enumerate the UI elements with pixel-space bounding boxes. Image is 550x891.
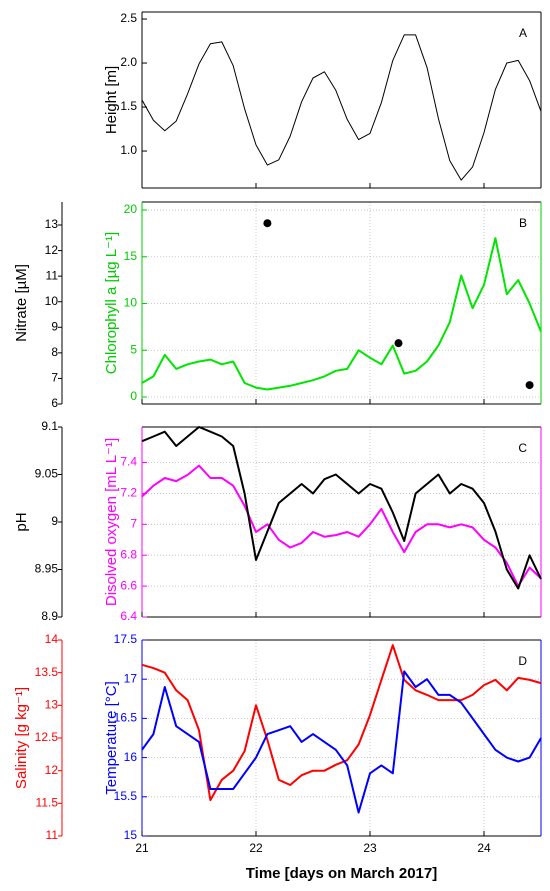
y2-tick-label: 10 bbox=[45, 294, 59, 308]
data-line bbox=[141, 34, 542, 181]
y-axis-label: Temperature [°C] bbox=[103, 681, 120, 795]
y2-tick-label: 14 bbox=[45, 632, 59, 646]
y-tick-label: 17 bbox=[124, 671, 138, 685]
y2-tick-label: 12 bbox=[45, 763, 59, 777]
y-axis-label: Disolved oxygen [mL L⁻¹] bbox=[103, 438, 120, 606]
y-tick-label: 16 bbox=[124, 750, 138, 764]
y-axis-label: Height [m] bbox=[103, 66, 120, 134]
y2-tick-label: 11.5 bbox=[36, 796, 59, 810]
y2-tick-label: 8 bbox=[51, 345, 58, 359]
y-tick-label: 1.5 bbox=[120, 99, 137, 113]
data-line bbox=[141, 644, 542, 802]
y2-tick-label: 13 bbox=[45, 217, 59, 231]
y2-tick-label: 13.5 bbox=[35, 665, 59, 679]
panel-label: D bbox=[518, 654, 527, 668]
y-tick-label: 15 bbox=[124, 828, 138, 842]
x-tick-label: 23 bbox=[363, 841, 377, 855]
data-line bbox=[141, 426, 542, 590]
y2-tick-label: 9.1 bbox=[41, 419, 58, 433]
y2-tick-label: 11 bbox=[46, 268, 59, 282]
x-tick-label: 22 bbox=[249, 841, 263, 855]
y-tick-label: 20 bbox=[124, 202, 138, 216]
y-tick-label: 5 bbox=[130, 342, 137, 356]
y-tick-label: 15.5 bbox=[114, 789, 138, 803]
y-axis-label: Chlorophyll a [µg L⁻¹] bbox=[103, 232, 120, 374]
y-tick-label: 15 bbox=[124, 249, 138, 263]
y-tick-label: 7.4 bbox=[120, 455, 137, 469]
panel-label: A bbox=[519, 26, 527, 40]
y-tick-label: 1.0 bbox=[120, 143, 137, 157]
x-tick-label: 24 bbox=[477, 841, 491, 855]
y-tick-label: 17.5 bbox=[114, 632, 138, 646]
y2-tick-label: 12.5 bbox=[35, 730, 59, 744]
y2-tick-label: 13 bbox=[45, 698, 59, 712]
y-tick-label: 7 bbox=[130, 516, 137, 530]
y2-tick-label: 7 bbox=[51, 371, 58, 385]
y2-tick-label: 6 bbox=[51, 396, 58, 410]
y2-tick-label: 8.9 bbox=[41, 609, 58, 623]
data-line bbox=[141, 670, 542, 814]
panel-label: B bbox=[519, 216, 527, 230]
y2-tick-label: 9.05 bbox=[35, 467, 59, 481]
y-tick-label: 2.5 bbox=[120, 11, 137, 25]
y2-axis-label: Salinity [g kg⁻¹] bbox=[13, 687, 30, 789]
data-point bbox=[263, 219, 272, 228]
y2-tick-label: 9 bbox=[51, 319, 58, 333]
y-tick-label: 10 bbox=[124, 296, 138, 310]
y-tick-label: 6.6 bbox=[120, 578, 137, 592]
data-line bbox=[141, 464, 542, 588]
y2-tick-label: 8.95 bbox=[35, 562, 59, 576]
data-point bbox=[525, 381, 534, 390]
y-tick-label: 6.4 bbox=[120, 609, 137, 623]
y2-tick-label: 12 bbox=[45, 243, 59, 257]
y-tick-label: 6.8 bbox=[120, 547, 137, 561]
x-axis-label: Time [days on March 2017] bbox=[246, 865, 437, 882]
y2-tick-label: 11 bbox=[46, 828, 59, 842]
y2-axis-label: pH bbox=[13, 512, 30, 531]
y2-axis-label: Nitrate [µM] bbox=[13, 264, 30, 342]
x-tick-label: 21 bbox=[135, 841, 149, 855]
y2-tick-label: 9 bbox=[51, 514, 58, 528]
y-tick-label: 7.2 bbox=[120, 486, 137, 500]
panel-label: C bbox=[518, 441, 527, 455]
y-tick-label: 0 bbox=[130, 389, 137, 403]
y-tick-label: 2.0 bbox=[120, 55, 137, 69]
data-line bbox=[141, 237, 542, 391]
data-point bbox=[394, 339, 403, 348]
y-tick-label: 16.5 bbox=[114, 711, 138, 725]
